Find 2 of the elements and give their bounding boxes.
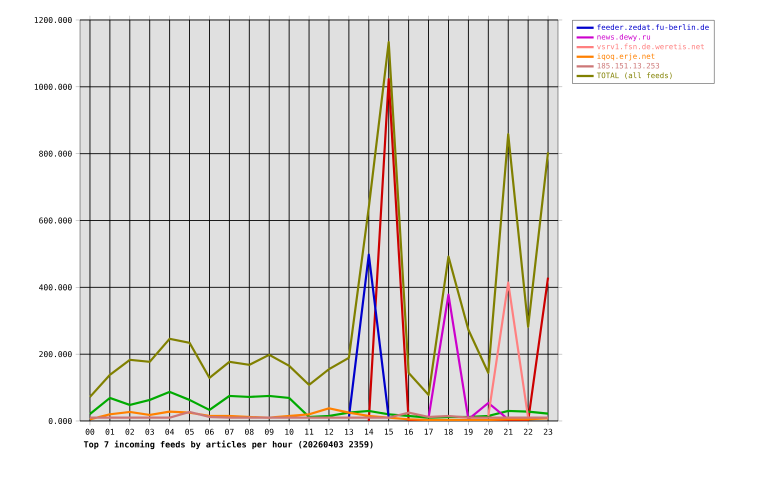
x-axis-title: Top 7 incoming feeds by articles per hour (20260403 2359) — [84, 440, 373, 450]
line-series — [88, 40, 550, 398]
